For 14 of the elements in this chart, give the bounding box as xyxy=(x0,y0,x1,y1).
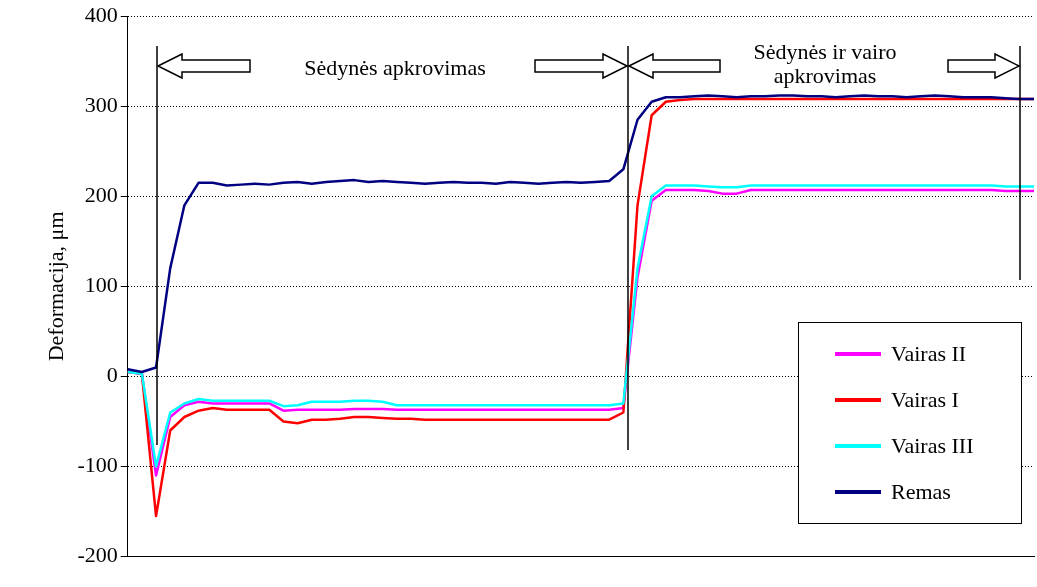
y-tick-label: 300 xyxy=(84,92,118,118)
legend-label: Vairas I xyxy=(891,387,959,413)
legend-label: Remas xyxy=(891,479,951,505)
y-axis-title: Deformacija, μm xyxy=(42,211,68,362)
y-tick-label: 200 xyxy=(84,182,118,208)
legend-label: Vairas II xyxy=(891,341,967,367)
annotation: Sėdynės ir vairo apkrovimas xyxy=(752,39,898,88)
legend-label: Vairas III xyxy=(891,433,974,459)
y-tick-label: 100 xyxy=(84,272,118,298)
y-tick-label: 0 xyxy=(106,362,118,388)
y-tick-label: 400 xyxy=(84,1,118,27)
y-tick-label: -100 xyxy=(77,452,118,478)
y-tick-label: -200 xyxy=(77,542,118,568)
annotation: Sėdynės apkrovimas xyxy=(303,55,487,80)
